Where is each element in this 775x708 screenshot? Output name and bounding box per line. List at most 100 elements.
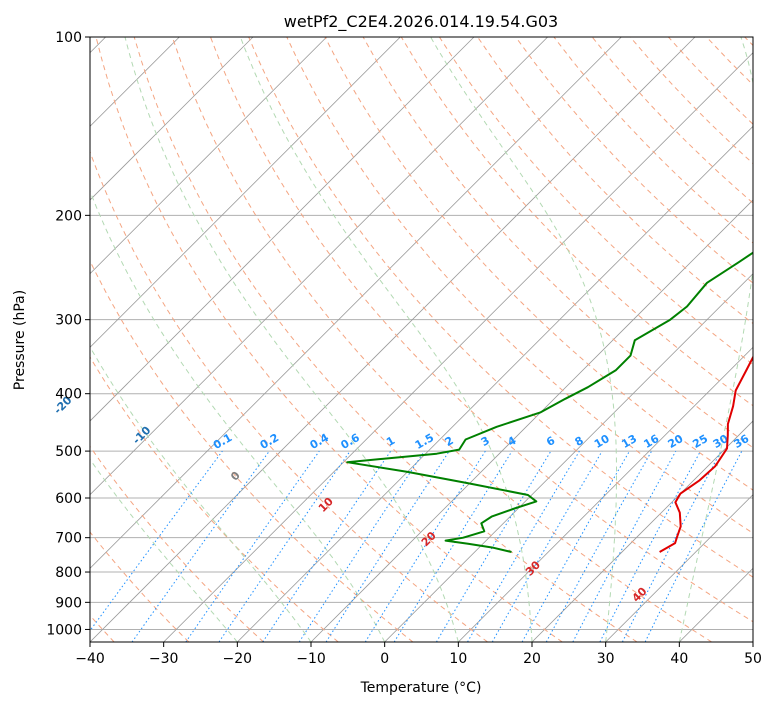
- mixing-ratio-label: 10: [592, 432, 612, 451]
- isotherm-line: [679, 567, 753, 642]
- y-axis-title: Pressure (hPa): [12, 290, 28, 390]
- dry-adiabat-line: [591, 37, 753, 204]
- x-tick-label: 50: [744, 651, 762, 667]
- y-tick-label: 500: [55, 444, 82, 460]
- moist-adiabat-line: [124, 37, 459, 642]
- line-labels: 0.10.20.40.611.52346810131620253036-100-…: [0, 361, 752, 605]
- x-axis-ticks: −40 −30 −20 −10 0 10 20 30 40 50: [75, 642, 762, 667]
- sounding-series: [346, 251, 753, 553]
- isotherm-line: [310, 199, 753, 642]
- x-tick-label: −20: [223, 651, 253, 667]
- mixing-ratio-line: [644, 450, 743, 642]
- x-tick-label: 20: [523, 651, 541, 667]
- dry-adiabat-line: [210, 37, 753, 623]
- isotherm-line: [531, 420, 753, 642]
- mixing-ratio-label: 1: [384, 434, 397, 449]
- dry-adiabat-line: [90, 445, 264, 642]
- mixing-ratio-line: [218, 450, 351, 642]
- mixing-ratio-label: 0.4: [308, 431, 332, 452]
- moist-adiabat-line: [90, 458, 238, 642]
- dry-adiabat-line: [133, 37, 638, 642]
- dry-adiabat-line: [248, 37, 753, 578]
- background-lines: [90, 37, 753, 642]
- isotherm-line: [458, 346, 753, 642]
- moist-adiabat-line: [239, 37, 533, 642]
- isotherm-line: [90, 37, 475, 422]
- y-tick-label: 100: [55, 30, 82, 46]
- isotherm-line: [90, 37, 622, 569]
- mixing-ratio-line: [90, 450, 223, 632]
- y-tick-label: 900: [55, 595, 82, 611]
- moist-adiabat-line: [90, 189, 386, 642]
- mixing-ratio-label: 1.5: [413, 431, 436, 452]
- chart-title: wetPf2_C2E4.2026.014.19.54.G03: [284, 12, 558, 32]
- mixing-ratio-line: [393, 450, 513, 642]
- dry-adiabat-line: [90, 259, 414, 642]
- x-tick-label: 40: [670, 651, 688, 667]
- mixing-ratio-line: [298, 450, 425, 642]
- dry-adiabat-line: [668, 37, 753, 125]
- y-tick-label: 200: [55, 208, 82, 224]
- isotherm-line: [90, 37, 254, 201]
- mixing-ratio-line: [545, 450, 653, 642]
- mixing-ratio-line: [131, 450, 270, 642]
- dry-adiabat-line: [286, 37, 753, 534]
- mixing-ratio-line: [262, 450, 392, 642]
- dry-adiabat-line: [438, 37, 753, 366]
- mixing-ratio-label: 2: [443, 434, 456, 449]
- mixing-ratio-line: [521, 450, 630, 642]
- dry-adiabat-line: [706, 37, 753, 86]
- dry-adiabat-line: [744, 37, 753, 47]
- mixing-ratio-label: 0.2: [258, 431, 281, 452]
- dry-adiabat-line: [90, 150, 488, 642]
- dry-adiabat-line: [95, 37, 563, 642]
- mixing-ratio-label: 8: [573, 434, 586, 449]
- isotherm-line: [237, 125, 753, 642]
- y-tick-label: 800: [55, 565, 82, 581]
- y-tick-label: 700: [55, 531, 82, 547]
- mixing-ratio-label: 20: [666, 432, 686, 451]
- isotherm-line: [384, 273, 753, 642]
- dry-adiabat-line: [90, 356, 339, 642]
- mixing-ratio-label: 13: [619, 432, 639, 451]
- plot-frame: [89, 36, 754, 643]
- x-tick-label: −10: [296, 651, 326, 667]
- isotherm-line: [90, 37, 327, 275]
- x-tick-label: −30: [149, 651, 179, 667]
- mixing-ratio-label: 0.1: [211, 431, 234, 452]
- dry-adiabat-line: [400, 37, 753, 407]
- dry-adiabat-line: [515, 37, 753, 284]
- temperature-line: [659, 355, 753, 553]
- y-tick-label: 300: [55, 313, 82, 329]
- y-tick-label: 400: [55, 387, 82, 403]
- mixing-ratio-label: 6: [544, 434, 557, 449]
- x-tick-label: 10: [449, 651, 467, 667]
- isotherm-line: [90, 37, 548, 496]
- x-axis-title: Temperature (°C): [360, 680, 482, 696]
- dry-adiabat-label: 0: [228, 469, 243, 484]
- mixing-ratio-line: [325, 450, 450, 642]
- dry-adiabat-label: -10: [130, 423, 153, 446]
- x-tick-label: 0: [380, 651, 389, 667]
- mixing-ratio-label: 16: [641, 432, 661, 451]
- isotherm-line: [605, 494, 753, 642]
- chart-grid: [90, 37, 753, 642]
- isotherm-line: [90, 37, 696, 642]
- isotherm-line: [752, 641, 753, 642]
- y-axis-ticks: 100 200 300 400 500 600 700 800 900 1000: [46, 30, 90, 638]
- y-tick-label: 1000: [46, 622, 82, 638]
- y-tick-label: 600: [55, 491, 82, 507]
- mixing-ratio-line: [572, 450, 677, 642]
- dry-adiabat-label: 40: [630, 584, 650, 604]
- isotherm-line: [163, 52, 753, 642]
- dry-adiabat-line: [90, 531, 190, 642]
- dry-adiabat-line: [171, 37, 712, 642]
- moist-adiabat-line: [430, 37, 617, 642]
- moist-adiabat-line: [90, 345, 312, 642]
- x-tick-label: −40: [75, 651, 105, 667]
- mixing-ratio-line: [185, 450, 320, 642]
- isotherm-line: [90, 37, 401, 348]
- x-tick-label: 30: [597, 651, 615, 667]
- dewpoint-line: [346, 251, 753, 553]
